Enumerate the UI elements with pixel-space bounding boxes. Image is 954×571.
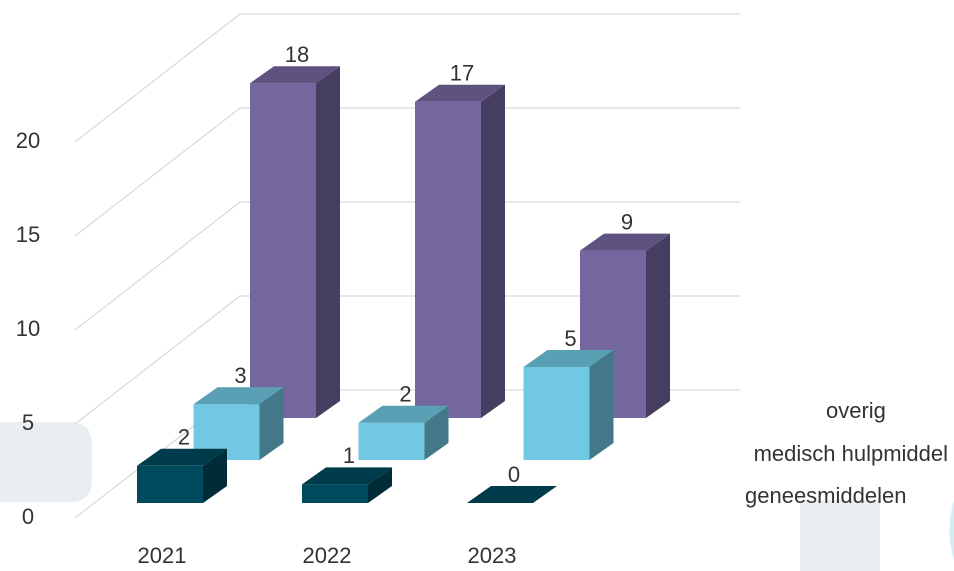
bar-top (358, 405, 449, 423)
grid-line (74, 201, 740, 331)
value-label: 2 (399, 382, 411, 407)
bar-front (358, 422, 425, 460)
bar-front (523, 367, 590, 460)
bar-top (415, 84, 505, 102)
decoration (800, 500, 880, 571)
y-tick-label: 10 (16, 316, 40, 341)
value-label: 2 (178, 425, 190, 450)
bar-top (193, 387, 284, 405)
bar-side (589, 350, 614, 460)
legend-label: geneesmiddelen (745, 483, 906, 508)
bar-side (424, 405, 449, 460)
legend-label: overig (826, 398, 886, 423)
value-label: 17 (450, 61, 474, 86)
bar-top (467, 486, 557, 503)
value-label: 3 (234, 363, 246, 388)
x-tick-label: 2022 (303, 543, 352, 568)
bar-side (368, 467, 392, 503)
bar-front (137, 465, 203, 503)
bar-side (646, 233, 670, 418)
decoration (949, 500, 954, 560)
bar-top (302, 467, 392, 485)
grid-line (74, 107, 740, 237)
bar-side (259, 387, 284, 460)
bar-side (481, 84, 505, 419)
bar-top (580, 233, 670, 251)
legend-label: medisch hulpmiddel (754, 441, 948, 466)
decoration (0, 422, 92, 502)
grid-line (74, 295, 740, 425)
bar-side (203, 448, 227, 503)
value-label: 9 (621, 209, 633, 234)
bar-top (523, 350, 614, 367)
bar-front (302, 484, 368, 503)
bar-front (415, 101, 481, 419)
bar-top (250, 66, 340, 84)
bar-front (250, 83, 316, 418)
x-tick-label: 2023 (468, 543, 517, 568)
y-tick-label: 15 (16, 222, 40, 247)
grid-line (74, 13, 740, 143)
bar-side (316, 66, 340, 418)
value-label: 1 (343, 443, 355, 468)
y-tick-label: 20 (16, 128, 40, 153)
bar-top (137, 448, 227, 466)
y-tick-label: 0 (22, 504, 34, 529)
value-label: 5 (564, 326, 576, 351)
value-label: 0 (508, 462, 520, 487)
y-tick-label: 5 (22, 410, 34, 435)
value-label: 18 (285, 42, 309, 67)
x-tick-label: 2021 (138, 543, 187, 568)
